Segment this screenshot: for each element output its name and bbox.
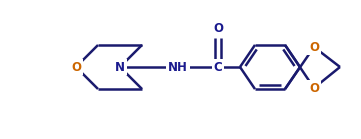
Text: O: O bbox=[309, 81, 319, 95]
Text: C: C bbox=[214, 60, 222, 74]
Text: O: O bbox=[309, 40, 319, 54]
Text: O: O bbox=[71, 60, 81, 74]
Text: O: O bbox=[213, 22, 223, 34]
Text: NH: NH bbox=[168, 60, 188, 74]
Text: N: N bbox=[115, 60, 125, 74]
